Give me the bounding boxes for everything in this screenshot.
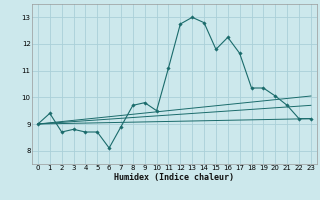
X-axis label: Humidex (Indice chaleur): Humidex (Indice chaleur) <box>115 173 234 182</box>
